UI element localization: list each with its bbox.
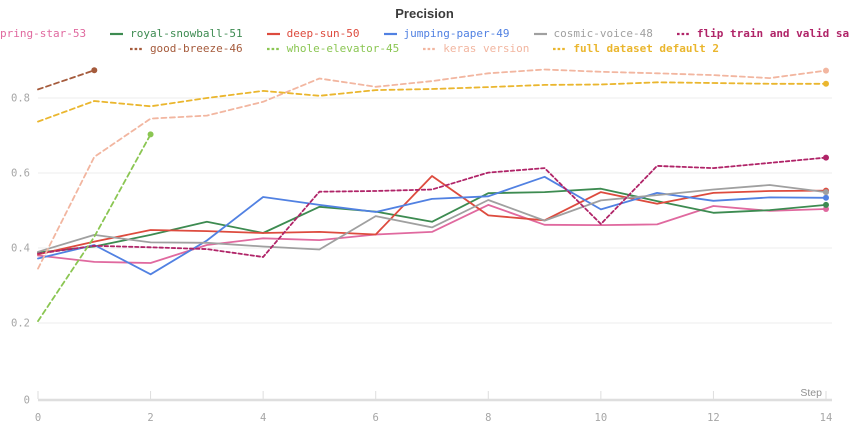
legend-item-label: spring-star-53	[0, 27, 87, 40]
x-tick-label: 10	[595, 412, 608, 424]
x-tick-label: 4	[260, 412, 266, 424]
series-line	[37, 175, 827, 276]
legend-item-whole-elevator-45[interactable]: whole-elevator-45	[266, 41, 400, 56]
legend-item-label: whole-elevator-45	[286, 42, 400, 55]
series-line	[37, 69, 96, 91]
series-line	[37, 156, 827, 258]
legend-item-flip-train-and-valid-sample[interactable]: flip train and valid sample	[676, 26, 849, 41]
series-9	[37, 80, 829, 123]
series-end-dot	[91, 67, 98, 74]
series-6	[37, 67, 98, 91]
series-8	[37, 67, 829, 270]
legend-item-label: royal-snowball-51	[130, 27, 243, 40]
series-4	[37, 184, 829, 253]
series-line	[37, 175, 827, 256]
x-tick-label: 2	[147, 412, 153, 424]
y-tick-label: 0.2	[11, 318, 30, 330]
series-end-dot	[823, 154, 829, 161]
x-tick-label: 8	[485, 412, 491, 424]
line-style-icon	[383, 32, 397, 35]
gridlines	[38, 97, 832, 324]
legend-item-cosmic-voice-48[interactable]: cosmic-voice-48	[533, 26, 653, 41]
legend-item-label: cosmic-voice-48	[553, 27, 653, 40]
series-line	[37, 203, 827, 264]
x-tick-label: 12	[707, 412, 720, 424]
y-tick-label: 0	[24, 395, 30, 407]
legend-item-spring-star-53[interactable]: spring-star-53	[0, 26, 86, 41]
series-0	[37, 203, 829, 264]
legend-item-good-breeze-46[interactable]: good-breeze-46	[129, 41, 243, 56]
series-end-dot	[823, 194, 829, 201]
x-axis: 0 2 4 6 8 10 12 14 Step	[35, 387, 832, 424]
series-3	[37, 175, 829, 276]
series-end-dot	[823, 201, 829, 208]
chart-title: Precision	[395, 6, 454, 21]
legend-item-label: flip train and valid sample	[696, 27, 849, 40]
series-end-dot	[823, 67, 829, 74]
legend-item-label: full dataset default 2	[573, 42, 720, 55]
line-style-icon	[533, 32, 547, 35]
series-end-dot	[823, 80, 829, 87]
x-axis-title: Step	[800, 387, 822, 399]
legend-item-label: jumping-paper-49	[403, 27, 510, 40]
line-style-icon	[266, 47, 280, 50]
series-line	[37, 133, 152, 323]
x-tick-label: 0	[35, 412, 41, 424]
legend-item-full-dataset-default-2[interactable]: full dataset default 2	[553, 41, 719, 56]
line-style-icon	[676, 32, 690, 35]
legend-item-jumping-paper-49[interactable]: jumping-paper-49	[383, 26, 510, 41]
legend-item-label: keras version	[443, 42, 530, 55]
line-style-icon	[129, 47, 143, 50]
legend-item-label: deep-sun-50	[286, 27, 360, 40]
y-tick-label: 0.6	[11, 168, 30, 180]
x-tick-label: 6	[373, 412, 379, 424]
legend-item-royal-snowball-51[interactable]: royal-snowball-51	[110, 26, 243, 41]
series-line	[37, 184, 827, 253]
legend: spring-star-53 royal-snowball-51 deep-sun-…	[0, 26, 849, 56]
legend-row: spring-star-53 royal-snowball-51 deep-sun-…	[0, 26, 849, 41]
legend-item-deep-sun-50[interactable]: deep-sun-50	[266, 26, 360, 41]
series-line	[37, 81, 827, 123]
legend-item-label: good-breeze-46	[149, 42, 243, 55]
series-line	[37, 68, 827, 270]
line-style-icon	[553, 47, 567, 50]
series-5	[37, 154, 829, 258]
y-axis-labels: 0 0.2 0.4 0.6 0.8	[11, 93, 30, 407]
series-end-dot	[823, 189, 829, 196]
series-7	[37, 131, 154, 323]
series-end-dot	[147, 131, 154, 138]
line-style-icon	[110, 32, 124, 35]
line-style-icon	[423, 47, 437, 50]
series-end-dot	[823, 206, 829, 212]
legend-item-keras-version[interactable]: keras version	[423, 41, 529, 56]
y-tick-label: 0.8	[11, 93, 30, 105]
line-style-icon	[266, 32, 280, 35]
x-tick-label: 14	[820, 412, 833, 424]
legend-row: good-breeze-46 whole-elevator-45 keras ver…	[0, 41, 849, 56]
y-tick-label: 0.4	[11, 243, 30, 255]
